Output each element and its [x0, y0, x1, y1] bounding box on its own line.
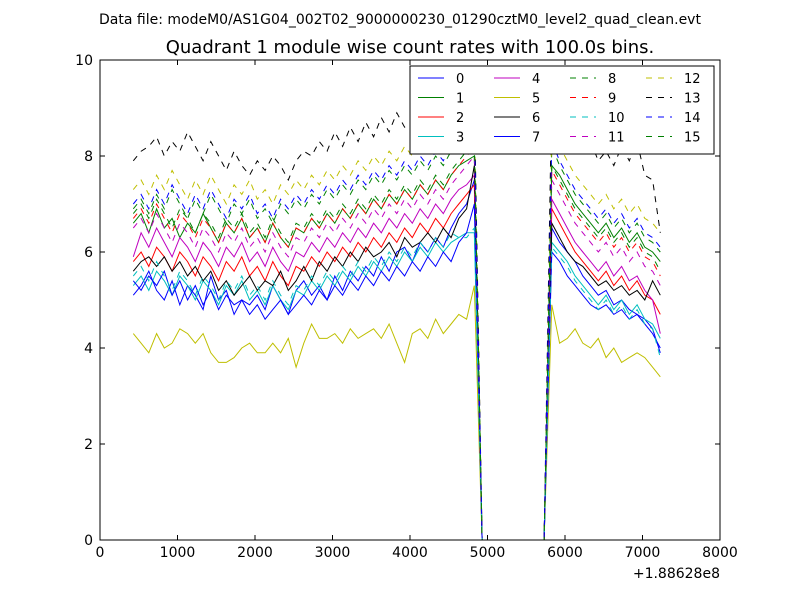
- series-line-14: [132, 126, 661, 541]
- series-line-13: [132, 88, 661, 541]
- legend-label-12: 12: [684, 72, 701, 87]
- series-line-15: [132, 140, 661, 541]
- x-tick-label: 2000: [237, 545, 273, 561]
- chart-title: Quadrant 1 module wise count rates with …: [166, 37, 655, 58]
- x-tick-label: 5000: [470, 545, 506, 561]
- series-line-3: [132, 232, 661, 541]
- series-line-8: [132, 125, 661, 541]
- x-offset-label: +1.88628e8: [633, 566, 720, 582]
- legend-label-9: 9: [608, 92, 616, 107]
- series-line-9: [132, 145, 661, 541]
- series-line-12: [132, 111, 661, 541]
- y-tick-label: 6: [84, 245, 93, 261]
- series-line-11: [132, 154, 661, 541]
- x-tick-label: 7000: [625, 545, 661, 561]
- legend-label-5: 5: [532, 92, 540, 107]
- x-tick-label: 8000: [702, 545, 738, 561]
- legend-label-8: 8: [608, 72, 616, 87]
- legend-label-7: 7: [532, 131, 540, 146]
- legend-label-14: 14: [684, 111, 701, 126]
- x-tick-label: 1000: [160, 545, 196, 561]
- series-lines: [132, 88, 661, 541]
- series-line-10: [132, 226, 661, 541]
- legend-label-4: 4: [532, 72, 540, 87]
- y-tick-label: 0: [84, 533, 93, 549]
- legend-label-0: 0: [456, 72, 464, 87]
- legend-label-6: 6: [532, 111, 540, 126]
- series-line-0: [132, 179, 661, 541]
- series-line-4: [132, 173, 661, 541]
- y-tick-label: 2: [84, 437, 93, 453]
- x-tick-label: 0: [96, 545, 105, 561]
- series-line-5: [132, 285, 661, 541]
- y-tick-label: 8: [84, 149, 93, 165]
- x-tick-label: 3000: [315, 545, 351, 561]
- legend-box: [409, 65, 715, 155]
- y-tick-label: 4: [84, 341, 93, 357]
- x-tick-label: 6000: [547, 545, 583, 561]
- legend-label-13: 13: [684, 92, 701, 107]
- x-tick-label: 4000: [392, 545, 428, 561]
- x-axis: 0 1000 2000 3000 4000 5000 6000 7000 8000: [96, 60, 738, 561]
- legend-label-15: 15: [684, 131, 701, 146]
- suptitle: Data file: modeM0/AS1G04_002T02_90000002…: [99, 12, 701, 28]
- legend-label-2: 2: [456, 111, 464, 126]
- legend-label-11: 11: [608, 131, 625, 146]
- series-line-2: [132, 183, 661, 541]
- legend-label-1: 1: [456, 92, 464, 107]
- series-line-7: [132, 203, 661, 541]
- series-line-6: [132, 165, 661, 541]
- y-tick-label: 10: [75, 53, 93, 69]
- legend-label-10: 10: [608, 111, 625, 126]
- legend-label-3: 3: [456, 131, 464, 146]
